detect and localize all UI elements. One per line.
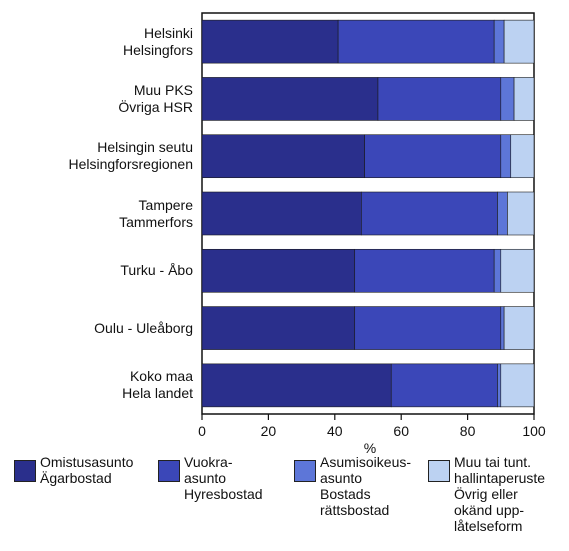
x-tick-label: 80 [460,423,476,439]
bar-segment [201,77,379,121]
bar-segment [500,77,515,121]
bar-segment [201,134,365,179]
legend-swatch [158,460,180,482]
x-tick-label: 60 [393,423,409,439]
bar-segment [201,248,356,293]
legend-label: Omistusasunto Ägarbostad [40,454,134,486]
bar-segment [500,306,505,350]
bar-segment [377,77,502,121]
category-label: Muu PKS Övriga HSR [118,81,193,115]
legend-swatch [294,460,316,482]
bar-segment [513,77,535,121]
bar-segment [354,306,502,350]
bar-segment [493,19,505,64]
bar-segment [361,191,498,236]
stacked-bar-chart: 0 20 40 60 80 100% [198,12,546,454]
category-label: Helsinki Helsingfors [122,24,193,58]
x-tick-label: 40 [327,423,343,439]
category-label: Koko maa Hela landet [122,368,193,402]
bar-segment [337,19,495,64]
bar-segment [201,363,392,408]
x-tick-label: 20 [261,423,277,439]
bar-segment [201,19,339,64]
bar-segment [201,306,356,350]
bar-segment [364,134,502,179]
legend-label: Asumisoikeus- asunto Bostads rättsbostad [320,454,412,518]
category-label: Oulu - Uleåborg [94,319,193,336]
x-axis-label: % [364,440,376,454]
legend: Omistusasunto Ägarbostad Vuokra-asunto H… [0,454,569,551]
category-label: Helsingin seutu Helsingforsregionen [68,139,193,173]
bar-segment [497,363,502,408]
bar-segment [503,19,535,64]
x-tick-label: 100 [522,423,546,439]
bar-segment [493,248,502,293]
legend-swatch [14,460,36,482]
bar-segment [500,248,535,293]
category-label: Turku - Åbo [120,262,193,279]
bar-segment [507,191,535,236]
bar-segment [390,363,498,408]
bar-segment [500,363,535,408]
bar-segment [354,248,495,293]
x-tick-label: 0 [198,423,206,439]
legend-label: Vuokra-asunto Hyresbostad [184,454,263,502]
legend-label: Muu tai tunt. hallintaperuste Övrig elle… [454,454,546,534]
legend-swatch [428,460,450,482]
bar-segment [497,191,508,236]
bar-segment [510,134,535,179]
bar-segment [201,191,362,236]
bar-segment [503,306,535,350]
category-label: Tampere Tammerfors [119,196,193,230]
bar-segment [500,134,512,179]
